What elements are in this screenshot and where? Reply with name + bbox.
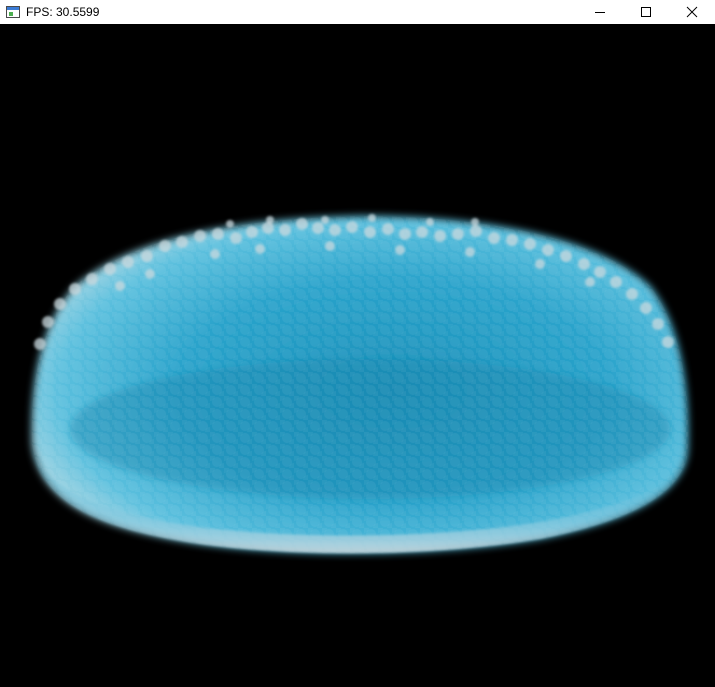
fluid-bottom-rim [30,444,688,554]
maximize-button[interactable] [623,0,669,24]
foam-particles [34,214,674,350]
window-title: FPS: 30.5599 [26,5,100,19]
fluid-simulation-render [30,214,689,554]
close-button[interactable] [669,0,715,24]
maximize-icon [641,7,651,17]
minimize-button[interactable] [577,0,623,24]
close-icon [686,6,698,18]
particle-texture [31,216,689,554]
minimize-icon [595,12,605,13]
render-viewport[interactable] [0,24,715,687]
title-bar[interactable]: FPS: 30.5599 [0,0,715,24]
window-controls [577,0,715,24]
application-window-icon[interactable] [6,6,20,18]
